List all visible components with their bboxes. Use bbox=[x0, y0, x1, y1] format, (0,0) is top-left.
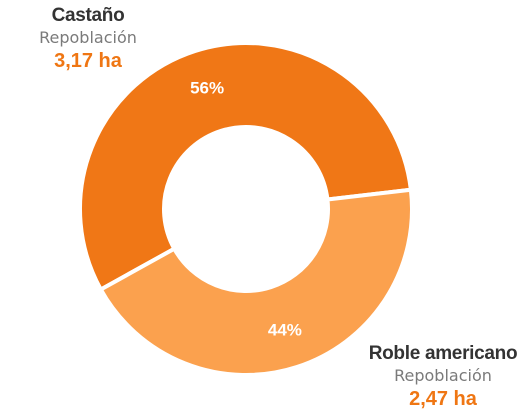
slice-name-roble-americano: Roble americano bbox=[368, 343, 518, 364]
slice-label-roble-americano: Roble americano Repoblación 2,47 ha bbox=[360, 343, 526, 411]
slice-label-castano: Castaño Repoblación 3,17 ha bbox=[0, 5, 176, 73]
donut-slice-roble-americano bbox=[98, 187, 414, 377]
slice-value-roble-americano: 2,47 ha bbox=[409, 388, 477, 410]
slice-category-castano: Repoblación bbox=[39, 28, 137, 47]
percent-label-roble-americano: 44% bbox=[268, 320, 302, 339]
percent-label-castano: 56% bbox=[190, 79, 224, 98]
slice-name-castano: Castaño bbox=[51, 5, 125, 26]
donut-slice-castano bbox=[78, 41, 414, 293]
slice-value-castano: 3,17 ha bbox=[54, 50, 122, 72]
slice-category-roble-americano: Repoblación bbox=[394, 366, 492, 385]
